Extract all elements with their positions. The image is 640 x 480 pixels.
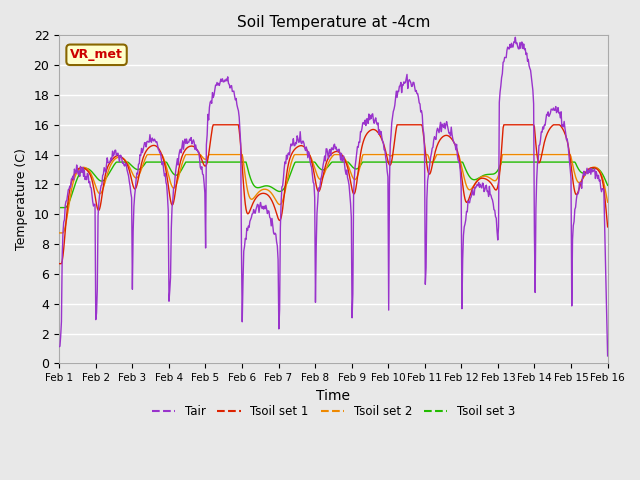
Text: VR_met: VR_met: [70, 48, 123, 61]
Title: Soil Temperature at -4cm: Soil Temperature at -4cm: [237, 15, 430, 30]
Legend: Tair, Tsoil set 1, Tsoil set 2, Tsoil set 3: Tair, Tsoil set 1, Tsoil set 2, Tsoil se…: [147, 401, 520, 423]
X-axis label: Time: Time: [316, 389, 350, 403]
Y-axis label: Temperature (C): Temperature (C): [15, 148, 28, 250]
